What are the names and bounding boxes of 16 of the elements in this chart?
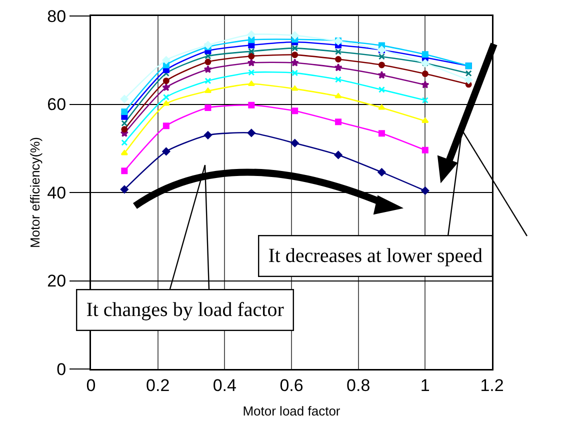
- x-axis-title: Motor load factor: [242, 403, 341, 418]
- annotation: It changes by load factor: [86, 299, 284, 322]
- x-tick-label: 1.2: [480, 376, 504, 395]
- x-tick-label: 0.4: [212, 376, 236, 395]
- y-tick-label: 0: [56, 360, 66, 379]
- x-tick-label: 0.6: [280, 376, 304, 395]
- x-tick-label: 0.8: [346, 376, 370, 395]
- x-tick-label: 0.2: [146, 376, 170, 395]
- y-axis-title: Motor efficiency(%): [27, 136, 42, 248]
- y-tick-label: 40: [47, 183, 66, 202]
- x-tick-label: 0: [86, 376, 96, 395]
- y-tick-label: 60: [47, 95, 66, 114]
- annotation: It decreases at lower speed: [268, 245, 483, 268]
- x-tick-label: 1: [420, 376, 430, 395]
- y-tick-label: 80: [47, 6, 66, 26]
- y-tick-label: 20: [47, 272, 66, 291]
